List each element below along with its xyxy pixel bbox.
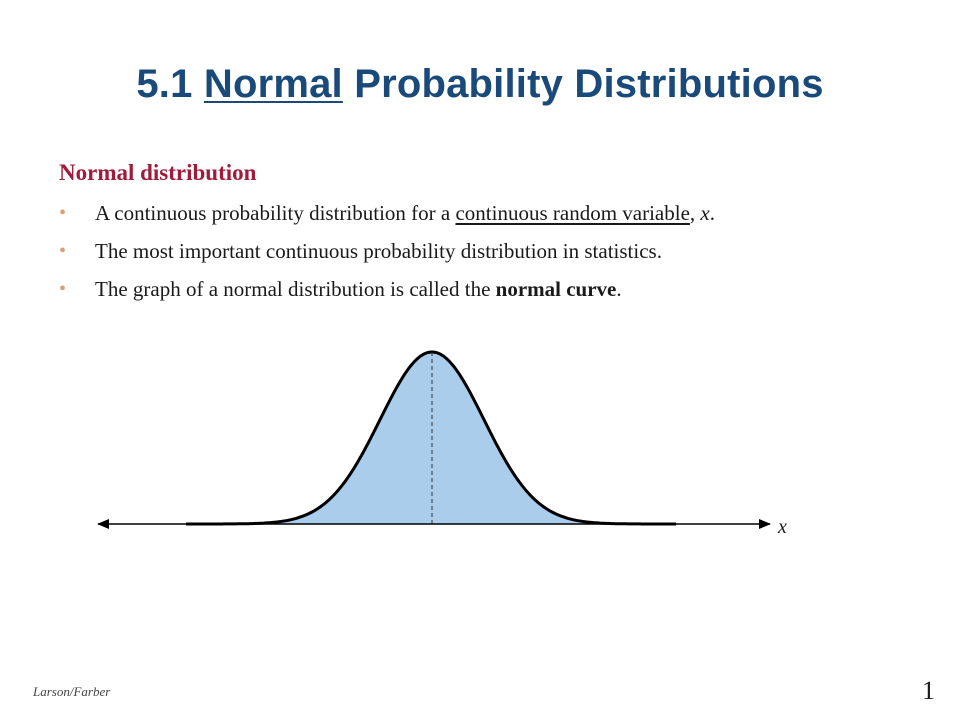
- section-heading: Normal distribution: [59, 160, 257, 185]
- bullet-icon: •: [59, 202, 67, 224]
- bullet-underlined-text: continuous random variable: [455, 201, 690, 225]
- title-suffix: Probability Distributions: [342, 62, 824, 106]
- bullet-item: • A continuous probability distribution …: [59, 198, 715, 236]
- bullet-text: The most important continuous probabilit…: [95, 239, 662, 263]
- bullet-bold-term: normal curve: [495, 277, 617, 301]
- bullet-text: .: [616, 277, 622, 301]
- slide-title: 5.1 Normal Probability Distributions: [0, 62, 960, 107]
- bullet-italic-variable: x: [700, 201, 710, 225]
- bullet-text: ,: [689, 201, 701, 225]
- bullet-item: • The graph of a normal distribution is …: [59, 274, 715, 312]
- bullet-text: .: [709, 201, 715, 225]
- x-axis-label: x: [777, 516, 787, 538]
- bullet-list: • A continuous probability distribution …: [59, 198, 715, 312]
- bullet-item: • The most important continuous probabil…: [59, 236, 715, 274]
- bullet-icon: •: [59, 240, 67, 262]
- title-prefix: 5.1: [136, 62, 204, 106]
- bullet-text: The graph of a normal distribution is ca…: [95, 277, 496, 301]
- title-underlined-word: Normal: [203, 62, 343, 106]
- normal-curve-graph: x: [97, 350, 787, 538]
- bullet-icon: •: [59, 278, 67, 300]
- footer-credit: Larson/Farber: [33, 684, 111, 699]
- page-number: 1: [922, 676, 935, 705]
- bullet-text: A continuous probability distribution fo…: [95, 201, 456, 225]
